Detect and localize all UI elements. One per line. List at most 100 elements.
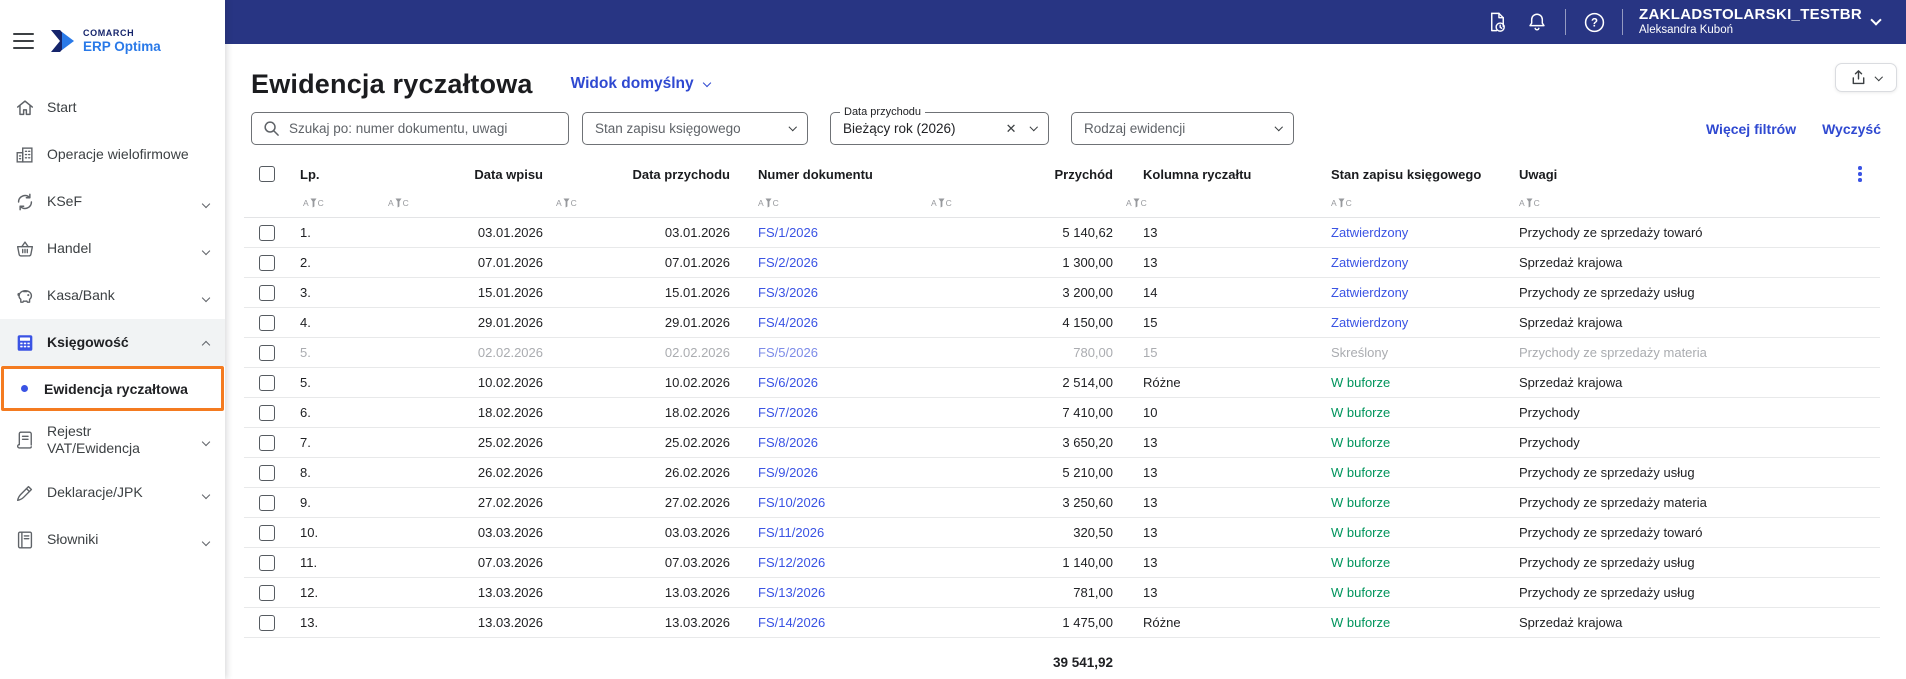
row-checkbox[interactable] [259, 495, 275, 511]
row-checkbox[interactable] [259, 555, 275, 571]
table-row: 4. 29.01.2026 29.01.2026 FS/4/2026 4 150… [244, 308, 1880, 338]
document-link[interactable]: FS/3/2026 [758, 285, 818, 300]
cell-kolumna-ryczaltu: 14 [1113, 278, 1331, 307]
document-link[interactable]: FS/5/2026 [758, 345, 818, 360]
document-link[interactable]: FS/2/2026 [758, 255, 818, 270]
row-checkbox[interactable] [259, 435, 275, 451]
row-checkbox[interactable] [259, 585, 275, 601]
column-header-lp[interactable]: Lp. [290, 160, 375, 188]
row-checkbox[interactable] [259, 375, 275, 391]
chevron-down-icon [1875, 73, 1883, 81]
document-link[interactable]: FS/6/2026 [758, 375, 818, 390]
row-checkbox[interactable] [259, 405, 275, 421]
cell-kolumna-ryczaltu: 13 [1113, 578, 1331, 607]
column-filter-icon[interactable]: AC [556, 198, 577, 208]
cell-data-wpisu: 07.01.2026 [375, 248, 543, 277]
column-filter-icon[interactable]: AC [1126, 198, 1147, 208]
column-filter-icon[interactable]: AC [1331, 198, 1352, 208]
table-row: 8. 26.02.2026 26.02.2026 FS/9/2026 5 210… [244, 458, 1880, 488]
clear-filter-x-icon[interactable]: ✕ [1006, 122, 1017, 135]
cell-przychod: 5 210,00 [918, 458, 1113, 487]
column-filter-icon[interactable]: AC [303, 198, 324, 208]
table-row: 7. 25.02.2026 25.02.2026 FS/8/2026 3 650… [244, 428, 1880, 458]
column-header-przychod[interactable]: Przychód [918, 160, 1113, 188]
sidebar-item-start[interactable]: Start [0, 84, 225, 131]
cell-przychod: 3 250,60 [918, 488, 1113, 517]
column-filter-icon[interactable]: AC [931, 198, 952, 208]
table-row: 1. 03.01.2026 03.01.2026 FS/1/2026 5 140… [244, 218, 1880, 248]
status-badge: Zatwierdzony [1331, 248, 1519, 277]
document-link[interactable]: FS/10/2026 [758, 495, 825, 510]
row-checkbox[interactable] [259, 315, 275, 331]
document-link[interactable]: FS/12/2026 [758, 555, 825, 570]
document-link[interactable]: FS/4/2026 [758, 315, 818, 330]
dropdown-value: Bieżący rok (2026) [843, 121, 1006, 136]
search-input[interactable] [289, 121, 557, 136]
clear-filters-link[interactable]: Wyczyść [1822, 121, 1881, 137]
cell-data-wpisu: 02.02.2026 [375, 338, 543, 367]
cell-przychod: 5 140,62 [918, 218, 1113, 247]
scroll-icon [14, 429, 36, 451]
document-link[interactable]: FS/1/2026 [758, 225, 818, 240]
cell-uwagi: Przychody ze sprzedaży usług [1519, 278, 1840, 307]
column-header-data-przychodu[interactable]: Data przychodu [543, 160, 730, 188]
column-header-uwagi[interactable]: Uwagi [1519, 160, 1840, 188]
ewidencja-table: Lp. Data wpisu Data przychodu Numer doku… [244, 160, 1880, 676]
sidebar-item-rejestr-vat-ewidencja[interactable]: Rejestr VAT/Ewidencja [0, 411, 225, 469]
column-filter-icon[interactable]: AC [388, 198, 409, 208]
document-link[interactable]: FS/14/2026 [758, 615, 825, 630]
sidebar-item-ksiegowosc[interactable]: Księgowość [0, 319, 225, 366]
topbar-divider [1622, 9, 1623, 35]
document-link[interactable]: FS/9/2026 [758, 465, 818, 480]
document-link[interactable]: FS/11/2026 [758, 525, 824, 540]
select-all-checkbox[interactable] [259, 166, 275, 182]
hamburger-menu-icon[interactable] [13, 33, 34, 49]
cell-kolumna-ryczaltu: 13 [1113, 248, 1331, 277]
row-checkbox[interactable] [259, 615, 275, 631]
notifications-bell-icon[interactable] [1525, 10, 1549, 34]
cell-data-przychodu: 13.03.2026 [543, 578, 730, 607]
sidebar-item-deklaracje-jpk[interactable]: Deklaracje/JPK [0, 469, 225, 516]
export-button[interactable] [1835, 63, 1897, 92]
home-icon [14, 97, 36, 119]
row-checkbox[interactable] [259, 525, 275, 541]
column-filter-icon[interactable]: AC [758, 198, 779, 208]
cell-data-przychodu: 27.02.2026 [543, 488, 730, 517]
sidebar-item-operacje-wielofirmowe[interactable]: Operacje wielofirmowe [0, 131, 225, 178]
data-przychodu-dropdown[interactable]: Data przychodu Bieżący rok (2026) ✕ [830, 112, 1049, 145]
document-link[interactable]: FS/7/2026 [758, 405, 818, 420]
view-selector[interactable]: Widok domyślny [571, 75, 710, 93]
company-user-menu[interactable]: ZAKLADSTOLARSKI_TESTBR Aleksandra Kuboń [1639, 6, 1880, 38]
cell-uwagi: Przychody ze sprzedaży materia [1519, 488, 1840, 517]
row-checkbox[interactable] [259, 465, 275, 481]
document-link[interactable]: FS/8/2026 [758, 435, 818, 450]
export-icon [1850, 69, 1867, 86]
table-row: 9. 27.02.2026 27.02.2026 FS/10/2026 3 25… [244, 488, 1880, 518]
comarch-arrow-icon [49, 28, 76, 54]
column-header-stan-zapisu[interactable]: Stan zapisu księgowego [1331, 160, 1519, 188]
column-filter-icon[interactable]: AC [1519, 198, 1540, 208]
stan-zapisu-dropdown[interactable]: Stan zapisu księgowego [582, 112, 808, 145]
cell-data-wpisu: 13.03.2026 [375, 578, 543, 607]
column-header-numer-dokumentu[interactable]: Numer dokumentu [730, 160, 918, 188]
sidebar-item-ksef[interactable]: KSeF [0, 178, 225, 225]
row-checkbox[interactable] [259, 285, 275, 301]
sidebar-item-handel[interactable]: Handel [0, 225, 225, 272]
sidebar-item-kasa-bank[interactable]: Kasa/Bank [0, 272, 225, 319]
row-checkbox[interactable] [259, 345, 275, 361]
more-filters-link[interactable]: Więcej filtrów [1706, 121, 1796, 137]
document-link[interactable]: FS/13/2026 [758, 585, 825, 600]
sidebar-item-slowniki[interactable]: Słowniki [0, 516, 225, 563]
document-history-icon[interactable] [1485, 10, 1509, 34]
sidebar-item-ewidencja-ryczaltowa-highlighted[interactable]: Ewidencja ryczałtowa [1, 366, 224, 411]
row-checkbox[interactable] [259, 225, 275, 241]
rodzaj-ewidencji-dropdown[interactable]: Rodzaj ewidencji [1071, 112, 1294, 145]
status-badge: W buforze [1331, 518, 1519, 547]
sidebar-item-label: Deklaracje/JPK [47, 484, 203, 502]
column-menu-icon[interactable] [1852, 164, 1868, 184]
row-checkbox[interactable] [259, 255, 275, 271]
help-icon[interactable]: ? [1582, 10, 1606, 34]
dropdown-placeholder: Stan zapisu księgowego [595, 121, 790, 136]
column-header-kolumna-ryczaltu[interactable]: Kolumna ryczałtu [1113, 160, 1331, 188]
column-header-data-wpisu[interactable]: Data wpisu [375, 160, 543, 188]
